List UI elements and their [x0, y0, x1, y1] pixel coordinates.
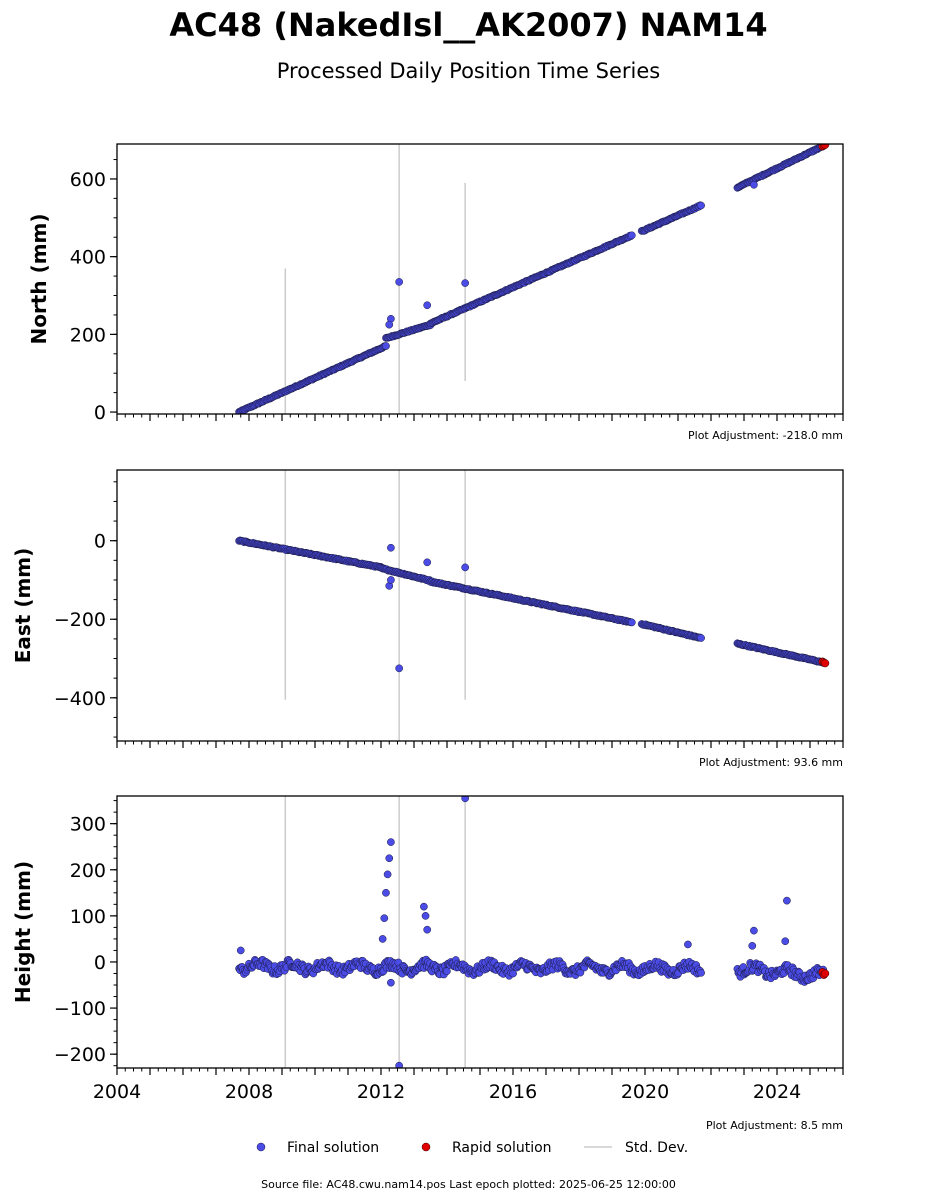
final-solution-point	[423, 301, 432, 310]
north-panel: 0 200 400 600 North (mm) Plot Adjustment: -21…	[27, 143, 844, 442]
final-solution-point	[385, 320, 394, 329]
final-solution-point	[748, 941, 757, 950]
east-y-axis-label: East (mm)	[11, 548, 35, 664]
legend-final-label: Final solution	[287, 1140, 379, 1156]
final-solution-point	[781, 937, 790, 946]
final-solution-point	[387, 838, 395, 846]
east-panel: 0 −200 −400 East (mm) Plot Adjustment: 93.6 …	[11, 469, 844, 769]
final-solution-point	[395, 278, 403, 286]
rapid-solution-point	[821, 969, 830, 978]
x-tick-label: 2008	[225, 1081, 273, 1103]
height-y-axis-label: Height (mm)	[11, 861, 35, 1003]
north-plot-area	[235, 144, 830, 414]
y-tick-label: 0	[94, 952, 106, 974]
final-solution-point	[461, 796, 469, 803]
y-tick-label: 200	[70, 860, 106, 882]
final-solution-point	[443, 967, 451, 976]
y-tick-label: −200	[54, 1044, 106, 1066]
final-solution-point	[236, 946, 245, 955]
final-solution-point	[380, 914, 389, 923]
north-plot-adjustment: Plot Adjustment: -218.0 mm	[688, 429, 843, 442]
source-footer: Source file: AC48.cwu.nam14.pos Last epo…	[261, 1178, 676, 1191]
x-tick-label: 2016	[489, 1081, 537, 1103]
final-solution-point	[783, 896, 791, 905]
final-solution-point	[383, 870, 392, 879]
y-tick-label: −100	[54, 998, 106, 1020]
final-solution-point	[684, 940, 692, 949]
north-y-axis-label: North (mm)	[27, 213, 51, 344]
legend-std-label: Std. Dev.	[625, 1140, 688, 1156]
final-solution-point	[382, 888, 390, 897]
final-solution-point	[461, 279, 469, 287]
height-panel: 2004 2008 2012 2016 2020 2024 −200 −100 0 100 200 3…	[11, 795, 844, 1132]
final-solution-point	[627, 231, 636, 240]
y-tick-label: 400	[70, 247, 106, 269]
final-solution-point	[423, 558, 432, 567]
east-axes-frame	[116, 469, 844, 742]
legend-rapid-label: Rapid solution	[452, 1140, 552, 1156]
y-tick-label: −400	[54, 688, 106, 710]
y-tick-label: −200	[54, 609, 106, 631]
height-axes-frame	[116, 795, 844, 1069]
final-solution-point	[627, 618, 636, 627]
final-solution-point	[750, 926, 758, 935]
east-plot-area	[235, 470, 830, 741]
final-solution-point	[421, 912, 430, 920]
legend: Final solution Rapid solution Std. Dev.	[256, 1140, 688, 1156]
final-solution-point	[697, 634, 705, 642]
east-plot-adjustment: Plot Adjustment: 93.6 mm	[699, 756, 843, 769]
rapid-solution-point	[821, 659, 830, 668]
y-tick-label: 0	[94, 531, 106, 553]
legend-rapid-marker	[421, 1142, 431, 1152]
final-solution-point	[387, 978, 395, 987]
legend-final-marker	[256, 1142, 266, 1152]
y-tick-label: 300	[70, 814, 106, 836]
final-solution-point	[420, 902, 428, 911]
chart-subtitle: Processed Daily Position Time Series	[277, 59, 661, 83]
x-tick-label: 2004	[93, 1081, 141, 1103]
final-solution-point	[387, 576, 395, 584]
final-solution-point	[378, 935, 387, 943]
final-solution-point	[387, 543, 395, 552]
final-solution-point	[697, 201, 705, 210]
height-plot-area	[235, 796, 830, 1068]
rapid-solution-point	[821, 144, 830, 149]
height-plot-adjustment: Plot Adjustment: 8.5 mm	[706, 1119, 843, 1132]
final-solution-point	[461, 563, 469, 572]
final-solution-point	[697, 968, 705, 977]
final-solution-point	[395, 1061, 403, 1068]
y-tick-label: 0	[94, 402, 106, 424]
y-tick-label: 200	[70, 324, 106, 346]
final-solution-point	[423, 925, 432, 934]
x-tick-label: 2020	[621, 1081, 669, 1103]
x-tick-label: 2012	[357, 1081, 405, 1103]
north-axes-frame	[116, 143, 844, 415]
final-solution-point	[382, 342, 390, 350]
final-solution-point	[395, 664, 403, 673]
y-tick-label: 100	[70, 906, 106, 928]
chart-title: AC48 (NakedIsl__AK2007) NAM14	[169, 6, 767, 44]
final-solution-point	[750, 180, 758, 189]
y-tick-label: 600	[70, 169, 106, 191]
final-solution-point	[385, 854, 394, 863]
x-tick-label: 2024	[753, 1081, 801, 1103]
